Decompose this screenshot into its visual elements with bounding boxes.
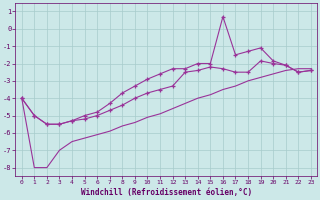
X-axis label: Windchill (Refroidissement éolien,°C): Windchill (Refroidissement éolien,°C) — [81, 188, 252, 197]
